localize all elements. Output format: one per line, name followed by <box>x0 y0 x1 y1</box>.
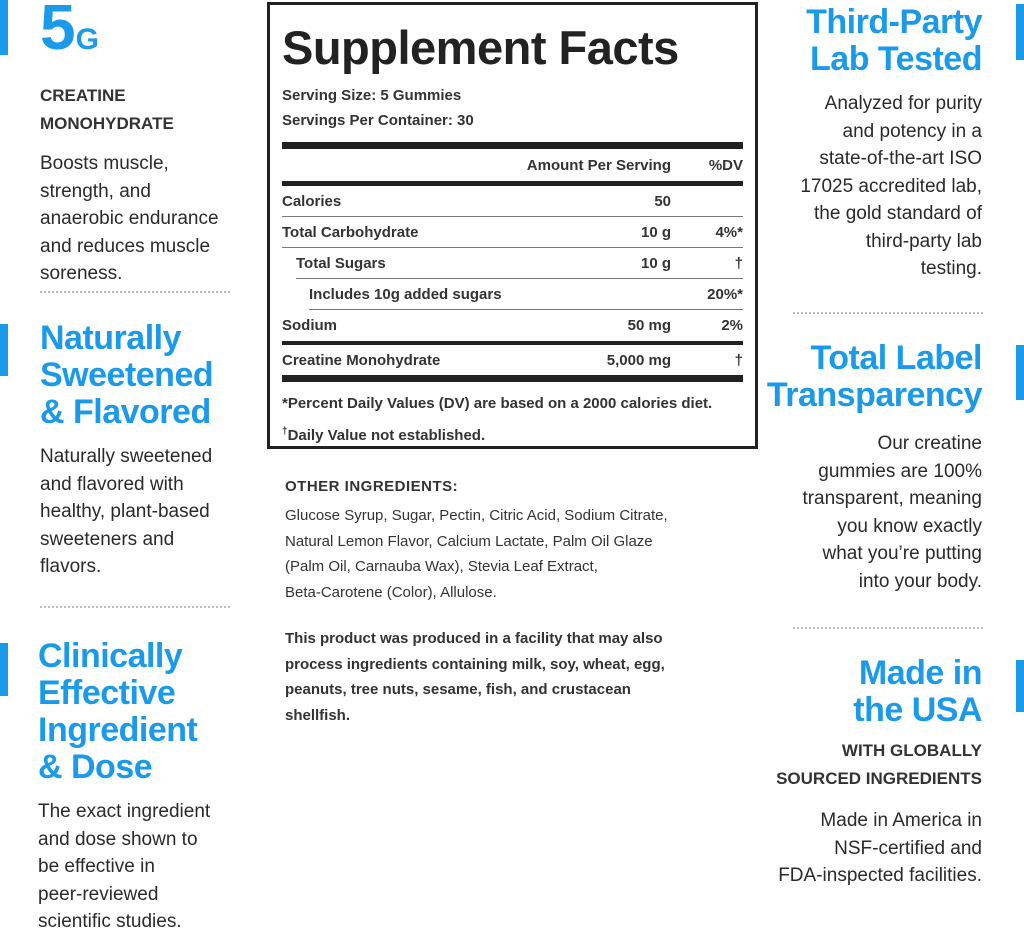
body-line: healthy, plant-based <box>40 501 210 522</box>
other-ingredients-list: Glucose Syrup, Sugar, Pectin, Citric Aci… <box>285 507 668 601</box>
accent-bar <box>1016 345 1024 400</box>
feature-label-transparency: Total Label Transparency Our creatine gumm… <box>766 339 983 595</box>
feature-made-in-usa: Made in the USA WITH GLOBALLY SOURCED INGR… <box>776 655 982 890</box>
accent-bar <box>1016 660 1024 712</box>
divider <box>40 606 230 608</box>
body-line: anaerobic endurance <box>40 208 219 229</box>
feature-lab-tested: Third-Party Lab Tested Analyzed for purit… <box>800 4 982 283</box>
body-line: you know exactly <box>837 515 982 537</box>
body-line: and flavored with <box>40 473 184 495</box>
servings-per-container: Servings Per Container: 30 <box>282 112 474 129</box>
feature-creatine: 5G CREATINE MONOHYDRATE Boosts muscle, str… <box>40 0 219 288</box>
divider <box>40 291 230 293</box>
divider <box>282 341 743 345</box>
body-line: and reduces muscle <box>40 235 211 257</box>
subheading: SOURCED INGREDIENTS <box>776 769 982 788</box>
facts-row: Sodium 50 mg 2% <box>282 317 743 334</box>
facts-title: Supplement Facts <box>282 21 679 74</box>
col-dv: %DV <box>708 156 743 174</box>
body-line: scientific studies. <box>38 911 182 932</box>
body-line: 17025 accredited lab, <box>800 175 982 197</box>
col-amount: Amount Per Serving <box>526 156 671 174</box>
body-line: sweeteners and <box>40 528 175 550</box>
footnote-not-established: †Daily Value not established. <box>282 426 486 444</box>
body-line: the gold standard of <box>814 203 982 224</box>
body-line: peer-reviewed <box>38 883 159 905</box>
subheading: MONOHYDRATE <box>40 114 174 133</box>
footnote-dv: *Percent Daily Values (DV) are based on … <box>282 395 713 412</box>
body-line: and dose shown to <box>38 828 198 850</box>
body-line: soreness. <box>40 263 123 284</box>
body-line: third-party lab <box>865 230 982 252</box>
body-line: be effective in <box>38 856 155 877</box>
dose-number: 5 <box>40 0 76 63</box>
facts-row: Total Sugars 10 g † <box>296 248 743 279</box>
body-line: FDA-inspected facilities. <box>778 865 982 886</box>
body-line: what you’re putting <box>822 543 983 564</box>
body-line: into your body. <box>858 570 982 592</box>
feature-heading: the USA <box>853 691 982 729</box>
feature-heading: Naturally <box>40 319 182 357</box>
serving-size: Serving Size: 5 Gummies <box>282 87 462 104</box>
divider <box>282 142 743 149</box>
facts-row: Includes 10g added sugars 20%* <box>309 279 743 310</box>
feature-heading: Transparency <box>766 376 983 414</box>
subheading: CREATINE <box>40 86 126 105</box>
body-line: Analyzed for purity <box>824 93 982 114</box>
body-line: flavors. <box>40 556 102 577</box>
allergen-statement: This product was produced in a facility … <box>285 630 665 724</box>
dose-unit: G <box>75 23 99 56</box>
other-ingredients-heading: OTHER INGREDIENTS: <box>285 478 459 495</box>
body-line: The exact ingredient <box>38 801 211 822</box>
body-line: strength, and <box>40 180 151 202</box>
feature-heading: & Dose <box>38 748 153 786</box>
body-line: NSF-certified and <box>834 837 982 859</box>
body-line: Boosts muscle, <box>40 153 169 174</box>
accent-bar <box>1016 4 1024 60</box>
body-line: and potency in a <box>842 120 982 142</box>
accent-bar <box>0 0 8 55</box>
feature-heading: Effective <box>38 674 176 712</box>
divider <box>793 312 983 314</box>
body-line: testing. <box>920 258 982 279</box>
feature-heading: Lab Tested <box>810 40 982 78</box>
body-line: Naturally sweetened <box>40 446 213 467</box>
feature-heading: Clinically <box>38 637 183 675</box>
supplement-facts-panel: Supplement Facts Serving Size: 5 Gummies… <box>267 2 758 449</box>
divider <box>282 375 743 382</box>
feature-heading: Third-Party <box>806 3 982 41</box>
feature-heading: Made in <box>858 654 983 692</box>
body-line: Our creatine <box>877 433 982 454</box>
body-line: Made in America in <box>820 810 982 831</box>
body-line: transparent, meaning <box>802 488 982 509</box>
feature-heading: & Flavored <box>40 393 211 431</box>
feature-naturally-sweetened: Naturally Sweetened & Flavored Naturally s… <box>40 319 214 581</box>
feature-heading: Total Label <box>810 339 983 377</box>
feature-heading: Sweetened <box>40 356 214 394</box>
subheading: WITH GLOBALLY <box>841 741 982 760</box>
facts-row: Total Carbohydrate 10 g 4%* <box>282 217 743 248</box>
body-line: state-of-the-art ISO <box>819 148 982 169</box>
divider <box>793 627 983 629</box>
facts-row: Calories 50 <box>282 186 743 217</box>
accent-bar <box>0 643 8 696</box>
body-line: gummies are 100% <box>818 460 982 482</box>
accent-bar <box>0 324 8 376</box>
facts-row: Creatine Monohydrate 5,000 mg † <box>282 351 743 369</box>
feature-clinically-effective: Clinically Effective Ingredient & Dose The … <box>38 638 210 936</box>
divider <box>282 181 743 186</box>
feature-heading: Ingredient <box>38 711 198 749</box>
